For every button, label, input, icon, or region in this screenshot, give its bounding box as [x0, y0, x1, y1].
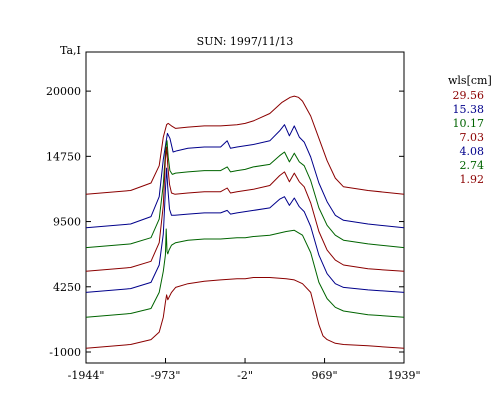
series-line-15-38	[85, 124, 405, 229]
x-tick-label: 969"	[312, 369, 338, 382]
legend-item: 29.56	[453, 89, 485, 102]
y-axis: 20000 14750 9500 4250 -1000	[46, 85, 404, 359]
x-tick-label: -973"	[151, 369, 181, 382]
x-axis: -1944" -973" -2" 969" 1939"	[68, 358, 421, 382]
series-line-29-56	[85, 95, 405, 195]
y-axis-label: Ta,I	[60, 44, 81, 57]
series-lines	[85, 95, 405, 349]
series-line-2-74	[85, 228, 405, 318]
y-tick-label: 4250	[53, 281, 81, 294]
legend-item: 10.17	[453, 117, 485, 130]
y-tick-label: 9500	[53, 216, 81, 229]
y-tick-label: 14750	[46, 150, 81, 163]
y-tick-label: 20000	[46, 85, 81, 98]
legend-item: 7.03	[460, 131, 485, 144]
x-tick-label: 1939"	[387, 369, 420, 382]
series-line-1-92	[85, 277, 405, 349]
series-line-10-17	[85, 140, 405, 249]
legend-item: 4.08	[460, 145, 485, 158]
legend-item: 15.38	[453, 103, 485, 116]
plot-area	[85, 51, 405, 364]
legend-item: 1.92	[460, 173, 485, 186]
series-line-7-03	[85, 146, 405, 272]
chart-title: SUN: 1997/11/13	[197, 35, 294, 48]
x-tick-label: -1944"	[68, 369, 105, 382]
x-tick-label: -2"	[237, 369, 253, 382]
y-tick-label: -1000	[49, 346, 81, 359]
series-line-4-08	[85, 167, 405, 293]
legend-title: wls[cm]	[448, 74, 492, 87]
legend-item: 2.74	[460, 159, 485, 172]
